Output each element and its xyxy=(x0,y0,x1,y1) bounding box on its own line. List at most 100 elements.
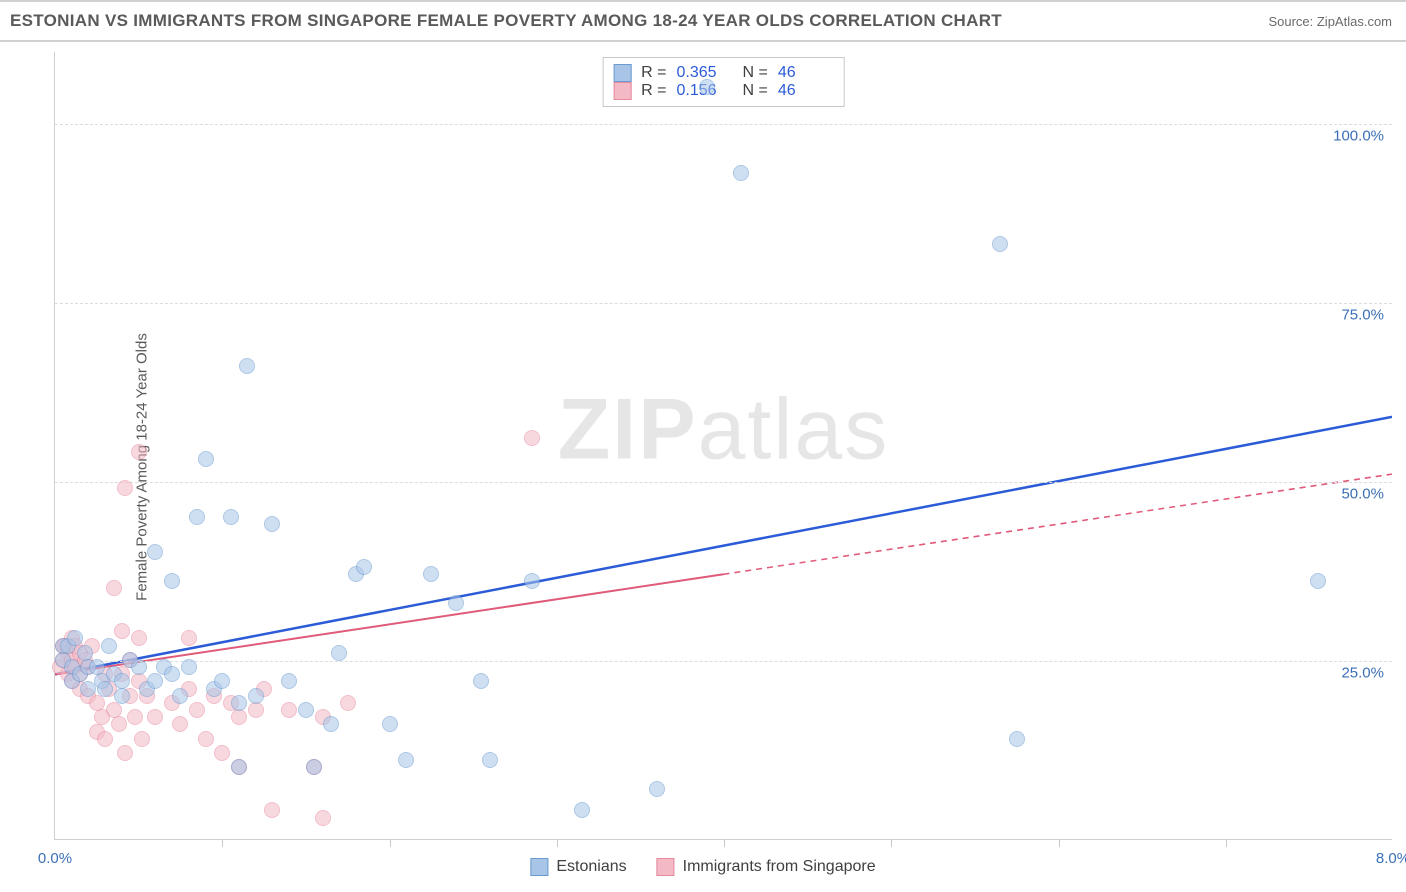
stat-r-label: R = xyxy=(641,82,666,100)
data-point xyxy=(331,645,347,661)
data-point xyxy=(131,630,147,646)
x-tick xyxy=(1059,839,1060,847)
data-point xyxy=(340,695,356,711)
legend-swatch xyxy=(530,858,548,876)
data-point xyxy=(574,802,590,818)
legend-label: Estonians xyxy=(556,858,626,876)
data-point xyxy=(114,688,130,704)
data-point xyxy=(649,781,665,797)
data-point xyxy=(281,673,297,689)
x-tick xyxy=(222,839,223,847)
data-point xyxy=(189,509,205,525)
watermark-rest: atlas xyxy=(698,381,890,477)
stat-r-label: R = xyxy=(641,64,666,82)
data-point xyxy=(147,673,163,689)
data-point xyxy=(127,709,143,725)
data-point xyxy=(181,630,197,646)
stat-n-value: 46 xyxy=(778,64,834,82)
data-point xyxy=(198,731,214,747)
x-tick xyxy=(891,839,892,847)
data-point xyxy=(223,509,239,525)
trend-svg xyxy=(55,52,1392,839)
data-point xyxy=(181,659,197,675)
data-point xyxy=(164,666,180,682)
data-point xyxy=(77,645,93,661)
data-point xyxy=(131,659,147,675)
gridline xyxy=(55,661,1392,662)
source-label: Source: ZipAtlas.com xyxy=(1268,14,1392,29)
data-point xyxy=(264,802,280,818)
stat-n-value: 46 xyxy=(778,82,834,100)
data-point xyxy=(97,731,113,747)
bottom-legend: Estonians Immigrants from Singapore xyxy=(530,858,875,876)
x-tick xyxy=(390,839,391,847)
watermark-bold: ZIP xyxy=(558,381,698,477)
data-point xyxy=(315,810,331,826)
chart-title: ESTONIAN VS IMMIGRANTS FROM SINGAPORE FE… xyxy=(10,11,1002,31)
data-point xyxy=(306,759,322,775)
data-point xyxy=(164,573,180,589)
watermark: ZIPatlas xyxy=(558,380,889,479)
legend-swatch xyxy=(613,64,631,82)
data-point xyxy=(147,709,163,725)
data-point xyxy=(482,752,498,768)
legend-label: Immigrants from Singapore xyxy=(683,858,876,876)
data-point xyxy=(382,716,398,732)
data-point xyxy=(239,358,255,374)
data-point xyxy=(131,444,147,460)
data-point xyxy=(699,79,715,95)
trendline xyxy=(55,417,1392,675)
data-point xyxy=(231,709,247,725)
stat-n-label: N = xyxy=(743,64,768,82)
data-point xyxy=(106,580,122,596)
data-point xyxy=(198,451,214,467)
data-point xyxy=(172,716,188,732)
legend-item: Estonians xyxy=(530,858,626,876)
data-point xyxy=(733,165,749,181)
y-tick-label: 100.0% xyxy=(1333,127,1384,144)
x-tick-label: 8.0% xyxy=(1376,850,1406,867)
y-tick-label: 25.0% xyxy=(1341,664,1384,681)
stat-legend-row: R =0.365N =46 xyxy=(613,64,834,82)
data-point xyxy=(117,480,133,496)
x-tick xyxy=(557,839,558,847)
data-point xyxy=(231,759,247,775)
data-point xyxy=(101,638,117,654)
data-point xyxy=(473,673,489,689)
data-point xyxy=(323,716,339,732)
data-point xyxy=(1310,573,1326,589)
data-point xyxy=(992,236,1008,252)
gridline xyxy=(55,303,1392,304)
data-point xyxy=(448,595,464,611)
data-point xyxy=(172,688,188,704)
data-point xyxy=(134,731,150,747)
data-point xyxy=(264,516,280,532)
y-tick-label: 50.0% xyxy=(1341,485,1384,502)
data-point xyxy=(248,702,264,718)
plot-wrap: Female Poverty Among 18-24 Year Olds ZIP… xyxy=(0,42,1406,892)
data-point xyxy=(524,573,540,589)
data-point xyxy=(117,745,133,761)
data-point xyxy=(231,695,247,711)
data-point xyxy=(214,745,230,761)
data-point xyxy=(281,702,297,718)
legend-swatch xyxy=(613,82,631,100)
stat-legend: R =0.365N =46R =0.156N =46 xyxy=(602,57,845,107)
stat-n-label: N = xyxy=(743,82,768,100)
legend-item: Immigrants from Singapore xyxy=(657,858,876,876)
legend-swatch xyxy=(657,858,675,876)
stat-legend-row: R =0.156N =46 xyxy=(613,82,834,100)
x-tick-label: 0.0% xyxy=(38,850,72,867)
data-point xyxy=(1009,731,1025,747)
title-bar: ESTONIAN VS IMMIGRANTS FROM SINGAPORE FE… xyxy=(0,0,1406,42)
trendline-dashed xyxy=(724,474,1393,574)
trendline xyxy=(55,574,724,674)
data-point xyxy=(147,544,163,560)
data-point xyxy=(398,752,414,768)
data-point xyxy=(524,430,540,446)
data-point xyxy=(97,681,113,697)
data-point xyxy=(298,702,314,718)
x-tick xyxy=(1226,839,1227,847)
gridline xyxy=(55,124,1392,125)
x-tick xyxy=(724,839,725,847)
